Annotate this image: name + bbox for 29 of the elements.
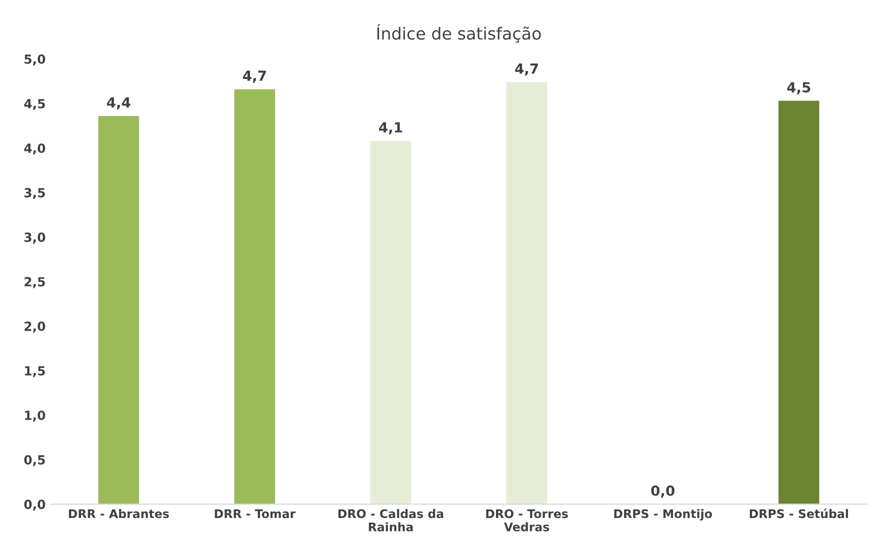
data-label: 4,4	[106, 97, 130, 110]
x-tick-label: DRO - Torres Vedras	[486, 509, 568, 532]
x-tick-label: DRPS - Setúbal	[750, 508, 848, 518]
bar	[778, 100, 820, 504]
y-tick-label: 3,5	[24, 188, 45, 200]
x-tick-label: DRR - Abrantes	[68, 509, 169, 518]
y-tick-label: 5,0	[24, 54, 46, 66]
y-tick-label: 2,5	[24, 277, 45, 288]
y-tick-label: 1,5	[25, 366, 45, 378]
data-label: 4,5	[787, 82, 810, 94]
y-tick-label: 3,0	[24, 232, 46, 244]
bar	[98, 116, 140, 504]
y-tick-label: 4,0	[24, 143, 46, 155]
data-label: 4,1	[379, 122, 402, 134]
data-label: 4,7	[515, 64, 538, 76]
chart-title: Índice de satisfação	[377, 24, 541, 43]
y-tick-label: 4,5	[24, 99, 45, 110]
data-label: 0,0	[651, 485, 674, 498]
y-tick-label: 2,0	[24, 322, 46, 333]
bar	[234, 89, 276, 504]
y-tick-label: 1,0	[25, 410, 46, 422]
y-tick-label: 0,0	[24, 500, 46, 511]
x-tick-label: DRO - Caldas da Rainha	[338, 509, 444, 532]
x-tick-label: DRR - Tomar	[214, 509, 296, 518]
bar	[370, 140, 412, 504]
data-label: 4,7	[243, 70, 266, 83]
y-tick-label: 0,5	[24, 455, 45, 466]
x-tick-label: DRPS - Montijo	[614, 509, 712, 521]
bar	[506, 82, 548, 504]
